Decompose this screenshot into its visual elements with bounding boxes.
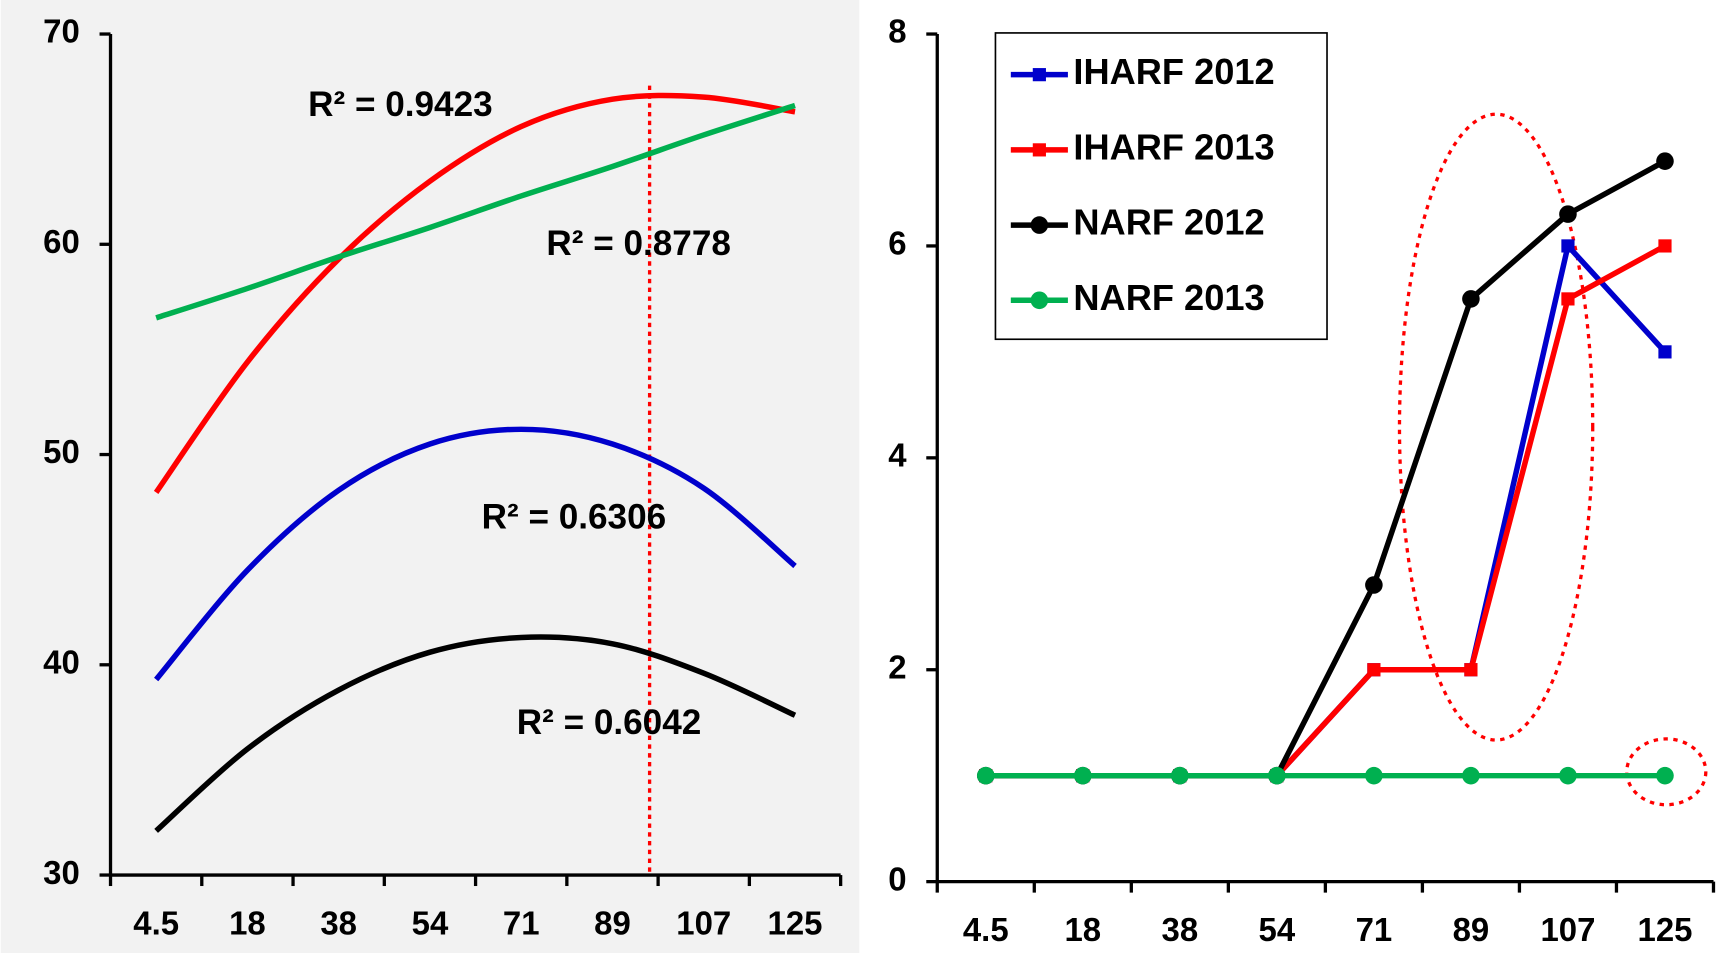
annotation: R² = 0.9423	[308, 85, 493, 124]
marker	[1462, 290, 1480, 308]
y-tick-label: 40	[43, 643, 80, 680]
x-tick-label: 89	[1453, 911, 1490, 948]
y-tick-label: 70	[43, 13, 80, 50]
x-tick-label: 18	[229, 904, 266, 941]
x-tick-label: 89	[594, 904, 631, 941]
x-tick-label: 125	[768, 904, 823, 941]
x-tick-label: 54	[1259, 911, 1296, 948]
y-tick-label: 0	[888, 860, 906, 897]
series-line	[154, 426, 797, 682]
marker	[1658, 345, 1672, 359]
marker	[1268, 766, 1286, 785]
marker	[1559, 766, 1577, 785]
y-tick-label: 6	[888, 225, 906, 262]
x-tick-label: 4.5	[963, 911, 1009, 948]
marker	[1656, 766, 1674, 785]
x-tick-label: 107	[1540, 911, 1595, 948]
marker	[1464, 663, 1478, 677]
legend-label: IHARF 2012	[1073, 51, 1274, 92]
legend-label: IHARF 2013	[1073, 126, 1274, 167]
series-line	[155, 102, 796, 321]
marker	[1559, 205, 1577, 223]
x-tick-label: 18	[1064, 911, 1101, 948]
x-tick-label: 107	[676, 904, 731, 941]
annotation: R² = 0.6042	[517, 703, 702, 742]
plot-background	[0, 0, 860, 953]
highlight-ellipse	[1625, 737, 1708, 807]
marker	[1367, 663, 1381, 677]
y-tick-label: 2	[888, 648, 906, 685]
annotation: R² = 0.8778	[546, 224, 731, 263]
series-line	[154, 634, 797, 833]
marker	[1365, 576, 1383, 594]
legend-label: NARF 2012	[1073, 202, 1264, 243]
legend-box	[994, 32, 1328, 341]
marker	[1561, 239, 1575, 253]
marker	[1561, 292, 1575, 306]
x-tick-label: 125	[1638, 911, 1693, 948]
marker	[1656, 152, 1674, 170]
marker	[1074, 766, 1092, 785]
marker	[1462, 766, 1480, 785]
x-tick-label: 38	[320, 904, 357, 941]
legend-marker	[1032, 68, 1046, 82]
legend-label: NARF 2013	[1073, 277, 1264, 318]
legend-marker	[1032, 143, 1046, 157]
series-line	[153, 92, 796, 494]
y-tick-label: 60	[43, 223, 80, 260]
legend-marker	[1030, 291, 1049, 310]
marker	[1658, 239, 1672, 253]
annotation: R² = 0.6306	[482, 498, 667, 537]
legend-marker	[1030, 216, 1049, 234]
marker	[1365, 766, 1383, 785]
marker	[1171, 766, 1189, 785]
highlight-ellipse	[1397, 112, 1595, 742]
y-tick-label: 4	[888, 437, 907, 474]
x-tick-label: 38	[1162, 911, 1199, 948]
y-tick-label: 50	[43, 433, 80, 470]
y-tick-label: 30	[43, 854, 80, 891]
x-tick-label: 71	[503, 904, 540, 941]
marker	[976, 766, 995, 785]
y-tick-label: 8	[888, 13, 906, 50]
x-tick-label: 54	[412, 904, 449, 941]
x-tick-label: 71	[1356, 911, 1393, 948]
x-tick-label: 4.5	[133, 904, 179, 941]
